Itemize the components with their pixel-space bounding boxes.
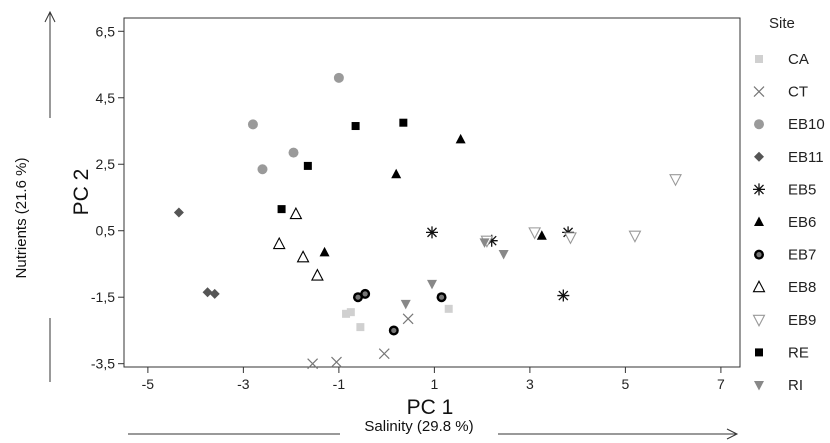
point-ct	[331, 356, 342, 368]
x-arrow-label: Salinity (29.8 %)	[364, 418, 473, 435]
legend-label-ct: CT	[788, 84, 808, 101]
y-tick-label: 4,5	[96, 90, 116, 106]
y-arrow-label: Nutrients (21.6 %)	[13, 158, 30, 279]
y-tick-label: -3,5	[91, 356, 115, 372]
point-eb5	[426, 226, 438, 239]
point-eb9	[528, 227, 542, 240]
point-eb8	[310, 268, 324, 281]
legend-marker-eb7	[754, 249, 764, 260]
legend-label-eb8: EB8	[788, 279, 816, 296]
point-ri	[400, 299, 411, 310]
x-tick-label: -1	[333, 376, 346, 392]
point-ca	[444, 304, 453, 313]
plot-frame	[123, 17, 741, 368]
x-tick-label: -3	[237, 376, 250, 392]
legend-label-eb5: EB5	[788, 181, 816, 198]
y-tick-label: 2,5	[96, 156, 116, 172]
point-eb7	[388, 325, 399, 336]
x-tick-label: 3	[526, 376, 534, 392]
point-eb10	[247, 119, 258, 130]
point-eb6	[455, 133, 466, 144]
x-tick-label: 5	[621, 376, 629, 392]
point-eb6	[391, 168, 402, 179]
point-eb9	[669, 174, 682, 187]
point-eb5	[485, 234, 498, 247]
point-eb10	[333, 72, 344, 83]
point-eb8	[296, 250, 310, 263]
axis-ticks: -5 -3 -1 1 3 5 7 -3,5 -1,5 0,5 2,5 4,5 6,5	[91, 23, 725, 392]
x-axis-title: PC 1	[407, 396, 454, 419]
point-eb10	[288, 147, 299, 158]
point-eb8	[289, 206, 303, 220]
legend-label-eb7: EB7	[788, 247, 816, 264]
point-eb9	[564, 232, 577, 245]
y-axis-title: PC 2	[70, 169, 93, 216]
legend-title: Site	[769, 15, 795, 32]
point-re	[303, 161, 312, 170]
point-eb6	[319, 246, 330, 257]
legend-label-ca: CA	[788, 51, 809, 68]
point-eb11	[209, 288, 220, 299]
legend-marker-re	[755, 348, 763, 357]
legend: CA CT EB10 EB11 EB5 EB6 EB7 EB8 EB9 RE RI	[752, 51, 825, 394]
point-ct	[402, 313, 414, 325]
legend-marker-eb8	[752, 280, 766, 293]
point-eb7	[360, 288, 371, 299]
point-eb9	[628, 230, 642, 243]
point-ri	[498, 249, 509, 260]
point-re	[351, 122, 360, 131]
point-eb11	[202, 287, 213, 298]
point-eb7	[436, 292, 447, 303]
point-ct	[307, 358, 319, 370]
point-eb8	[272, 236, 286, 250]
legend-label-re: RE	[788, 344, 809, 361]
legend-marker-eb6	[754, 216, 764, 226]
legend-marker-ca	[755, 55, 763, 63]
point-ri	[479, 238, 490, 248]
x-tick-label: -5	[142, 376, 155, 392]
x-tick-label: 1	[430, 376, 438, 392]
point-ca	[346, 308, 355, 317]
x-tick-label: 7	[717, 376, 725, 392]
legend-marker-eb9	[752, 314, 766, 327]
data-points	[173, 72, 682, 370]
legend-marker-ct	[753, 86, 765, 98]
point-eb10	[257, 164, 268, 175]
point-eb5	[557, 289, 570, 302]
legend-marker-eb5	[753, 183, 765, 196]
point-ca	[342, 309, 351, 318]
x-arrow-head	[726, 428, 739, 440]
y-tick-label: -1,5	[91, 289, 115, 305]
point-ri	[427, 279, 437, 290]
point-re	[277, 205, 286, 214]
legend-marker-ri	[754, 381, 764, 391]
legend-label-ri: RI	[788, 377, 803, 394]
point-ca	[356, 323, 365, 332]
y-tick-label: 6,5	[96, 23, 116, 39]
legend-label-eb9: EB9	[788, 312, 816, 329]
point-re	[399, 118, 408, 127]
legend-label-eb11: EB11	[788, 149, 824, 166]
point-ct	[378, 348, 390, 360]
legend-marker-eb10	[754, 119, 764, 130]
y-arrow-head	[44, 10, 56, 23]
legend-label-eb6: EB6	[788, 214, 816, 231]
y-tick-label: 0,5	[96, 223, 116, 239]
legend-label-eb10: EB10	[788, 116, 825, 133]
point-eb11	[173, 207, 184, 218]
legend-marker-eb11	[754, 151, 764, 162]
point-eb6	[536, 230, 547, 240]
